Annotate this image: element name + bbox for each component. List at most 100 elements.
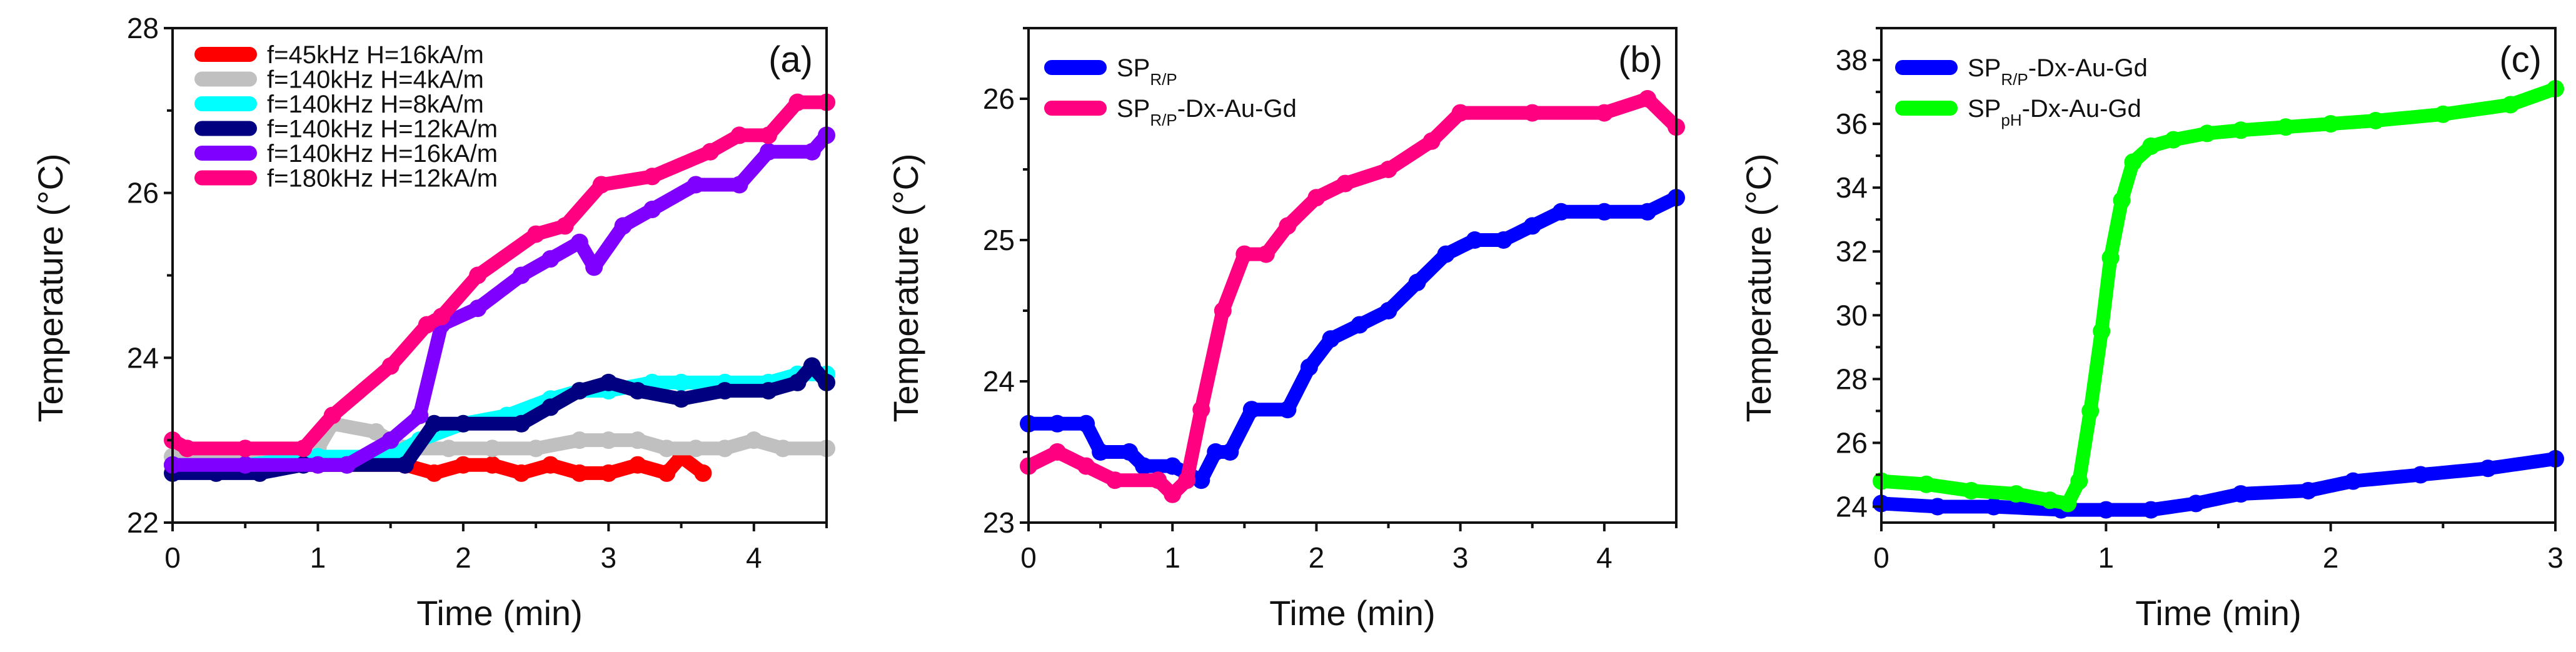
x-tick-label: 4: [746, 541, 762, 574]
data-point: [1466, 231, 1484, 249]
y-tick-label: 36: [1836, 108, 1868, 140]
plot-frame: [1027, 27, 1678, 524]
series-line: [1022, 92, 1683, 501]
data-point: [1077, 457, 1095, 475]
legend: SPR/P SPR/P-Dx-Au-Gd: [1044, 54, 1297, 129]
data-point: [1985, 498, 2003, 516]
data-point: [1422, 132, 1441, 150]
data-point: [2187, 494, 2205, 513]
data-point: [1235, 245, 1254, 263]
panel-label: (a): [768, 39, 813, 80]
legend-label: SPR/P-Dx-Au-Gd: [1117, 95, 1297, 129]
data-point: [1214, 302, 1232, 319]
data-point: [803, 143, 821, 161]
data-point: [2479, 459, 2497, 478]
series-line: [1022, 191, 1683, 488]
data-point: [323, 406, 341, 424]
legend-label-suffix: -Dx-Au-Gd: [2028, 54, 2148, 82]
data-point: [309, 456, 327, 474]
data-point: [2124, 153, 2142, 171]
data-point: [600, 464, 618, 482]
data-point: [1164, 457, 1182, 475]
data-point: [236, 456, 254, 474]
data-point: [541, 398, 560, 416]
x-tick-label: 3: [2547, 541, 2563, 574]
data-point: [760, 126, 778, 144]
x-tick-label: 2: [1309, 541, 1325, 574]
data-point: [643, 168, 662, 186]
data-point: [730, 176, 748, 194]
y-tick-label: 24: [127, 341, 159, 374]
y-tick-label: 24: [1836, 490, 1868, 523]
data-point: [1379, 302, 1397, 319]
data-point: [760, 143, 778, 161]
legend-label: f=140kHz H=8kA/m: [267, 91, 484, 118]
legend-label: SPR/P: [1117, 54, 1177, 89]
data-point: [425, 464, 443, 482]
y-tick-label: 22: [127, 506, 159, 539]
legend-label: SPR/P-Dx-Au-Gd: [1968, 54, 2148, 89]
data-point: [556, 217, 574, 235]
legend-label: SPpH-Dx-Au-Gd: [1968, 95, 2141, 129]
data-point: [1164, 485, 1182, 503]
data-point: [1379, 161, 1397, 178]
data-point: [1120, 443, 1139, 461]
data-point: [2093, 322, 2111, 340]
data-point: [1451, 104, 1469, 122]
data-point: [628, 382, 647, 400]
data-point: [2299, 481, 2317, 499]
data-point: [1437, 245, 1455, 263]
panel-label: (b): [1618, 39, 1663, 80]
data-point: [687, 176, 705, 194]
data-point: [2502, 96, 2520, 114]
data-point: [367, 423, 385, 441]
data-point: [1300, 358, 1318, 376]
legend-label-suffix: -Dx-Au-Gd: [2022, 95, 2141, 123]
x-axis-title: Time (min): [416, 593, 582, 633]
legend-label-main: SP: [1968, 95, 2001, 123]
legend-label: f=45kHz H=16kA/m: [267, 41, 484, 69]
data-point: [788, 373, 807, 391]
series-2: [1020, 90, 1685, 503]
data-point: [1962, 481, 1980, 499]
data-point: [1192, 401, 1210, 419]
data-point: [760, 382, 778, 400]
legend-label-main: f=140kHz H=16kA/m: [267, 140, 498, 168]
x-tick-label: 2: [455, 541, 471, 574]
data-point: [1049, 414, 1067, 433]
y-axis-title: Temperature (°C): [31, 153, 70, 422]
data-point: [600, 431, 618, 449]
data-point: [774, 439, 792, 458]
x-tick-label: 1: [1164, 541, 1180, 574]
data-point: [1149, 471, 1167, 489]
data-point: [687, 439, 705, 458]
data-point: [512, 266, 530, 284]
legend-label-main: f=140kHz H=8kA/m: [267, 91, 484, 118]
data-point: [2198, 124, 2216, 143]
data-point: [1257, 245, 1275, 263]
data-point: [2081, 402, 2100, 420]
y-tick-label: 26: [1836, 426, 1868, 459]
data-point: [1552, 203, 1570, 221]
data-point: [2412, 466, 2430, 484]
data-point: [454, 456, 472, 474]
legend-label-subscript: pH: [2001, 111, 2021, 129]
data-point: [2101, 249, 2120, 267]
legend-label-main: f=140kHz H=12kA/m: [267, 116, 498, 143]
data-point: [1595, 203, 1613, 221]
data-point: [1408, 273, 1426, 291]
data-point: [2231, 121, 2250, 139]
data-point: [2113, 191, 2131, 209]
data-point: [1638, 90, 1656, 108]
legend-item: f=180kHz H=12kA/m: [194, 165, 498, 193]
x-tick-label: 3: [1452, 541, 1469, 574]
data-point: [2142, 501, 2160, 519]
data-point: [643, 201, 662, 219]
data-point: [1917, 475, 1935, 493]
data-point: [1207, 443, 1225, 461]
data-point: [381, 431, 400, 449]
data-point: [483, 439, 501, 458]
legend-label-main: SP: [1117, 54, 1150, 82]
